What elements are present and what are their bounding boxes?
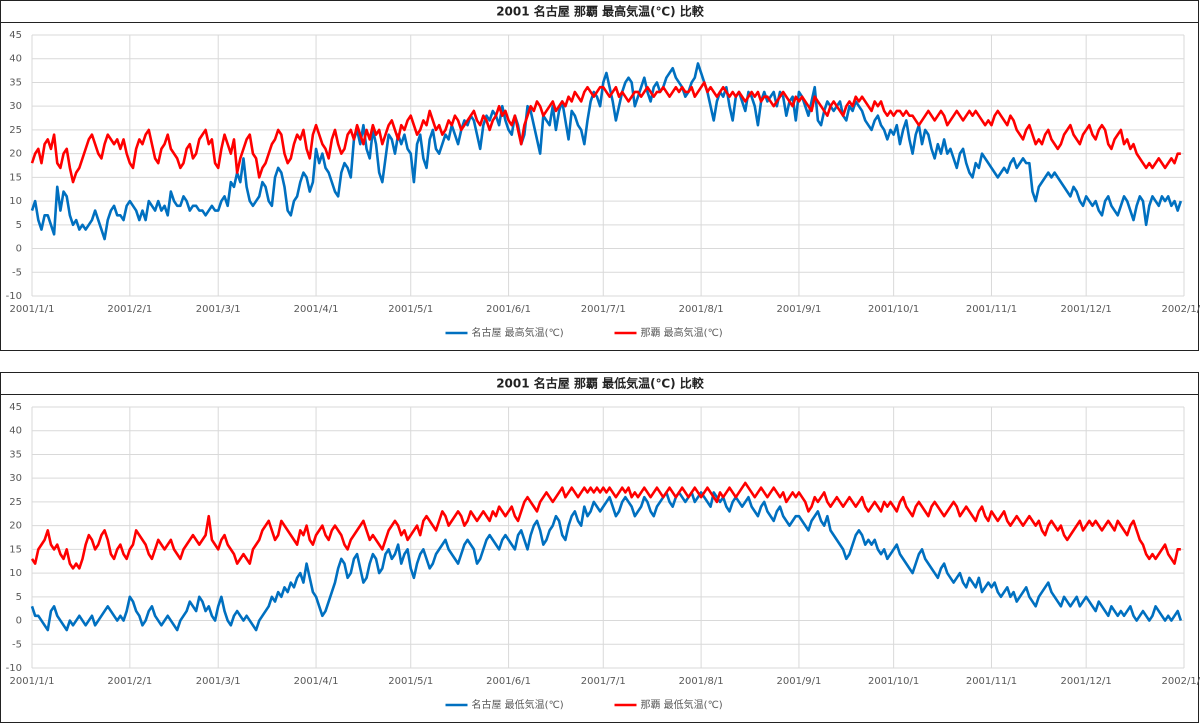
y-tick-label: 25 (9, 497, 22, 508)
chart-frame (0, 0, 1199, 351)
x-tick-label: 2001/7/1 (581, 676, 626, 687)
series-line (30, 62, 1183, 241)
y-tick-label: 20 (9, 149, 22, 160)
x-tick-label: 2001/5/1 (388, 304, 433, 315)
y-tick-label: 15 (9, 544, 22, 555)
x-tick-label: 2001/9/1 (776, 676, 821, 687)
series-line (30, 491, 1183, 632)
y-tick-label: 40 (9, 426, 22, 437)
x-tick-label: 2001/6/1 (486, 676, 531, 687)
x-tick-label: 2001/9/1 (776, 304, 821, 315)
x-tick-label: 2001/7/1 (581, 304, 626, 315)
y-tick-label: 0 (16, 244, 22, 255)
x-tick-label: 2001/6/1 (486, 304, 531, 315)
x-tick-label: 2001/10/1 (868, 304, 919, 315)
y-tick-label: -5 (12, 639, 22, 650)
y-tick-label: 10 (9, 196, 22, 207)
y-tick-label: 0 (16, 616, 22, 627)
y-tick-label: -10 (6, 291, 22, 302)
y-tick-label: -10 (6, 663, 22, 674)
chart-title: 2001 名古屋 那覇 最高気温(℃) 比較 (496, 4, 705, 19)
x-tick-label: 2001/11/1 (966, 676, 1017, 687)
x-tick-label: 2001/2/1 (107, 676, 152, 687)
legend-label: 那覇 最低気温(℃) (641, 698, 723, 711)
y-tick-label: 35 (9, 77, 22, 88)
x-tick-label: 2001/5/1 (388, 676, 433, 687)
y-tick-label: 35 (9, 449, 22, 460)
x-tick-label: 2001/10/1 (868, 676, 919, 687)
legend-label: 那覇 最高気温(℃) (641, 326, 723, 339)
x-tick-label: 2001/3/1 (196, 676, 241, 687)
x-tick-label: 2001/2/1 (107, 304, 152, 315)
chart: 2001 名古屋 那覇 最低気温(℃) 比較 -10 -5 0 5 10 15 20 25 30 3… (0, 372, 1200, 723)
legend-label: 名古屋 最高気温(℃) (472, 326, 564, 339)
y-tick-label: -5 (12, 267, 22, 278)
x-tick-label: 2002/1/1 (1162, 676, 1200, 687)
chart-frame (0, 372, 1199, 723)
y-tick-label: 5 (16, 220, 22, 231)
x-tick-label: 2001/1/1 (10, 676, 55, 687)
series-line (30, 481, 1181, 570)
chart: 2001 名古屋 那覇 最高気温(℃) 比較 -10 -5 0 5 10 15 20 25 30 3… (0, 0, 1200, 351)
y-tick-label: 30 (9, 101, 22, 112)
y-tick-label: 5 (16, 592, 22, 603)
x-tick-label: 2002/1/1 (1162, 304, 1200, 315)
x-tick-label: 2001/1/1 (10, 304, 55, 315)
series-line (30, 81, 1181, 184)
y-tick-label: 10 (9, 568, 22, 579)
y-tick-label: 20 (9, 521, 22, 532)
x-tick-label: 2001/3/1 (196, 304, 241, 315)
y-tick-label: 15 (9, 172, 22, 183)
legend-label: 名古屋 最低気温(℃) (472, 698, 564, 711)
x-tick-label: 2001/12/1 (1061, 304, 1112, 315)
y-tick-label: 30 (9, 473, 22, 484)
y-tick-label: 45 (9, 30, 22, 41)
y-tick-label: 25 (9, 125, 22, 136)
x-tick-label: 2001/4/1 (294, 304, 339, 315)
y-tick-label: 45 (9, 402, 22, 413)
x-tick-label: 2001/8/1 (679, 676, 724, 687)
y-tick-label: 40 (9, 54, 22, 65)
x-tick-label: 2001/8/1 (679, 304, 724, 315)
x-tick-label: 2001/11/1 (966, 304, 1017, 315)
chart-title: 2001 名古屋 那覇 最低気温(℃) 比較 (496, 376, 705, 391)
x-tick-label: 2001/4/1 (294, 676, 339, 687)
x-tick-label: 2001/12/1 (1061, 676, 1112, 687)
